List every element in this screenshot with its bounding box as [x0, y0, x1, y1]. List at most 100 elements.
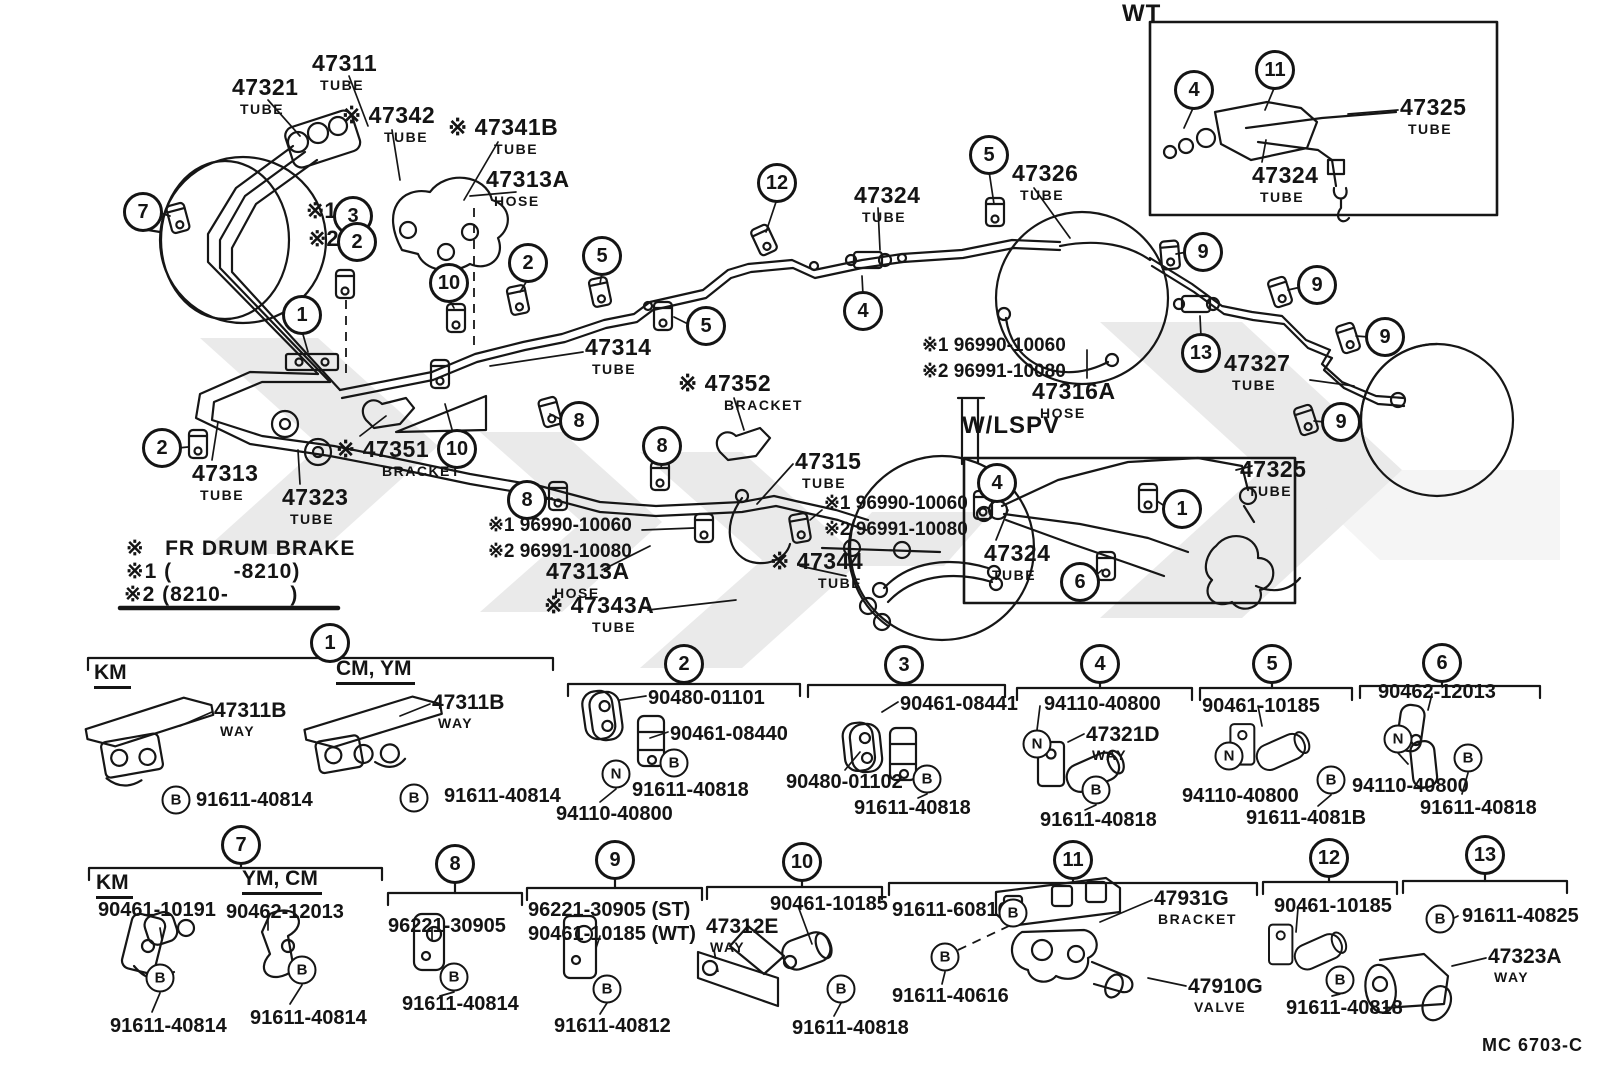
fastener-letter-ring: B	[1453, 743, 1483, 773]
part-label: 94110-40800	[1044, 693, 1161, 715]
part-label: 90461-08440	[670, 723, 788, 745]
legend-star1-range: ※1 ( -8210)	[126, 560, 301, 583]
part-label: TUBE	[818, 575, 863, 591]
fastener-letter-ring: B	[161, 785, 191, 815]
part-label: BRACKET	[1158, 911, 1237, 927]
part-label: ※ 47351	[336, 436, 430, 462]
part-label: HOSE	[494, 193, 540, 209]
part-label: 91611-40812	[554, 1015, 671, 1037]
part-label: 47323A	[1488, 945, 1562, 968]
callout-number: 2	[142, 428, 182, 468]
part-label: 91611-40814	[196, 789, 313, 811]
part-label: 96221-30905 (ST)	[528, 899, 691, 921]
callout-number: 8	[642, 426, 682, 466]
callout-number: 7	[123, 192, 163, 232]
part-label: 91611-40825	[1462, 905, 1579, 927]
callout-number: 3	[884, 645, 924, 685]
part-label: 91611-40616	[892, 985, 1009, 1007]
part-label: 90480-01101	[648, 687, 765, 709]
fastener-letter-ring: B	[399, 783, 429, 813]
callout-number: 4	[977, 463, 1017, 503]
part-label: 91611-40814	[444, 785, 561, 807]
part-label: 47321D	[1086, 723, 1160, 746]
part-label: ※1 96990-10060	[922, 335, 1066, 356]
part-label: TUBE	[384, 129, 429, 145]
part-label: TUBE	[802, 475, 847, 491]
part-label: 47311B	[214, 699, 287, 722]
part-label: HOSE	[554, 585, 600, 601]
part-label: KM	[94, 662, 131, 689]
callout-number: 7	[221, 825, 261, 865]
part-label: 91611-40818	[1420, 797, 1537, 819]
fastener-letter-ring: B	[1081, 775, 1111, 805]
fastener-letter-ring: B	[592, 974, 622, 1004]
fastener-letter-ring: B	[287, 955, 317, 985]
fastener-letter-ring: B	[998, 898, 1028, 928]
callout-number: 6	[1060, 562, 1100, 602]
part-label: ※ 47344	[770, 548, 864, 574]
part-label: 94110-40800	[1182, 785, 1299, 807]
fastener-letter-ring: B	[912, 764, 942, 794]
part-label: TUBE	[320, 77, 365, 93]
part-label: 47314	[585, 334, 652, 360]
part-label: TUBE	[290, 511, 335, 527]
part-label: TUBE	[592, 619, 637, 635]
callout-number: 2	[664, 644, 704, 684]
part-label: 47910G	[1188, 975, 1263, 998]
part-label: 47312E	[706, 915, 779, 938]
part-label: WAY	[438, 715, 474, 731]
part-label: ※1 96990-10060	[488, 515, 632, 536]
fastener-letter-ring: B	[145, 963, 175, 993]
callout-number: 11	[1255, 50, 1295, 90]
part-label: 91611-40818	[632, 779, 749, 801]
part-label: WAY	[220, 723, 256, 739]
part-label: TUBE	[992, 567, 1037, 583]
part-label: KM	[96, 872, 133, 899]
part-label: BRACKET	[724, 397, 803, 413]
part-label: 90461-10191	[98, 899, 216, 921]
callout-number: 5	[582, 236, 622, 276]
part-label: 47325	[1240, 456, 1307, 482]
part-label: TUBE	[200, 487, 245, 503]
part-label: ※2	[308, 226, 339, 251]
part-label: 90461-10185	[1202, 695, 1320, 717]
part-label: YM, CM	[242, 868, 322, 895]
part-label: TUBE	[862, 209, 907, 225]
part-label: 94110-40800	[1352, 775, 1469, 797]
part-label: W/LSPV	[962, 412, 1061, 439]
part-label: 94110-40800	[556, 803, 673, 825]
part-label: 47321	[232, 74, 299, 100]
fastener-letter-ring: B	[439, 962, 469, 992]
part-label: CM, YM	[336, 658, 416, 685]
part-label: TUBE	[1260, 189, 1305, 205]
part-label: TUBE	[240, 101, 285, 117]
part-label: 91611-40818	[1286, 997, 1403, 1019]
part-label: ※ 47341B	[448, 114, 559, 140]
part-label: 47315	[795, 448, 862, 474]
callout-number: 9	[1183, 232, 1223, 272]
fastener-letter-ring: N	[1383, 724, 1413, 754]
drawing-code: MC 6703-C	[1482, 1035, 1584, 1055]
part-label: 90461-10185	[770, 893, 888, 915]
fastener-letter-ring: B	[1316, 765, 1346, 795]
part-label: BRACKET	[382, 463, 461, 479]
part-label: 47313A	[486, 166, 570, 192]
callout-number: 5	[686, 306, 726, 346]
part-label: ※2 96991-10080	[922, 361, 1066, 382]
part-label: 47931G	[1154, 887, 1229, 910]
part-label: WT	[1122, 0, 1162, 27]
callout-number: 1	[1162, 489, 1202, 529]
part-label: 91611-40818	[792, 1017, 909, 1039]
part-label: 91611-4081B	[1246, 807, 1367, 829]
callout-number: 8	[559, 401, 599, 441]
part-label: TUBE	[1020, 187, 1065, 203]
part-label: 90480-01102	[786, 771, 903, 793]
watermark-shapes	[200, 322, 1560, 668]
part-label: 47316A	[1032, 378, 1116, 404]
callout-number: 8	[435, 844, 475, 884]
callout-number: 5	[1252, 644, 1292, 684]
part-label: ※1 96990-10060	[824, 493, 968, 514]
legend-star2-range: ※2 (8210- )	[124, 583, 299, 606]
callout-number: 11	[1053, 840, 1093, 880]
fastener-letter-ring: B	[659, 748, 689, 778]
